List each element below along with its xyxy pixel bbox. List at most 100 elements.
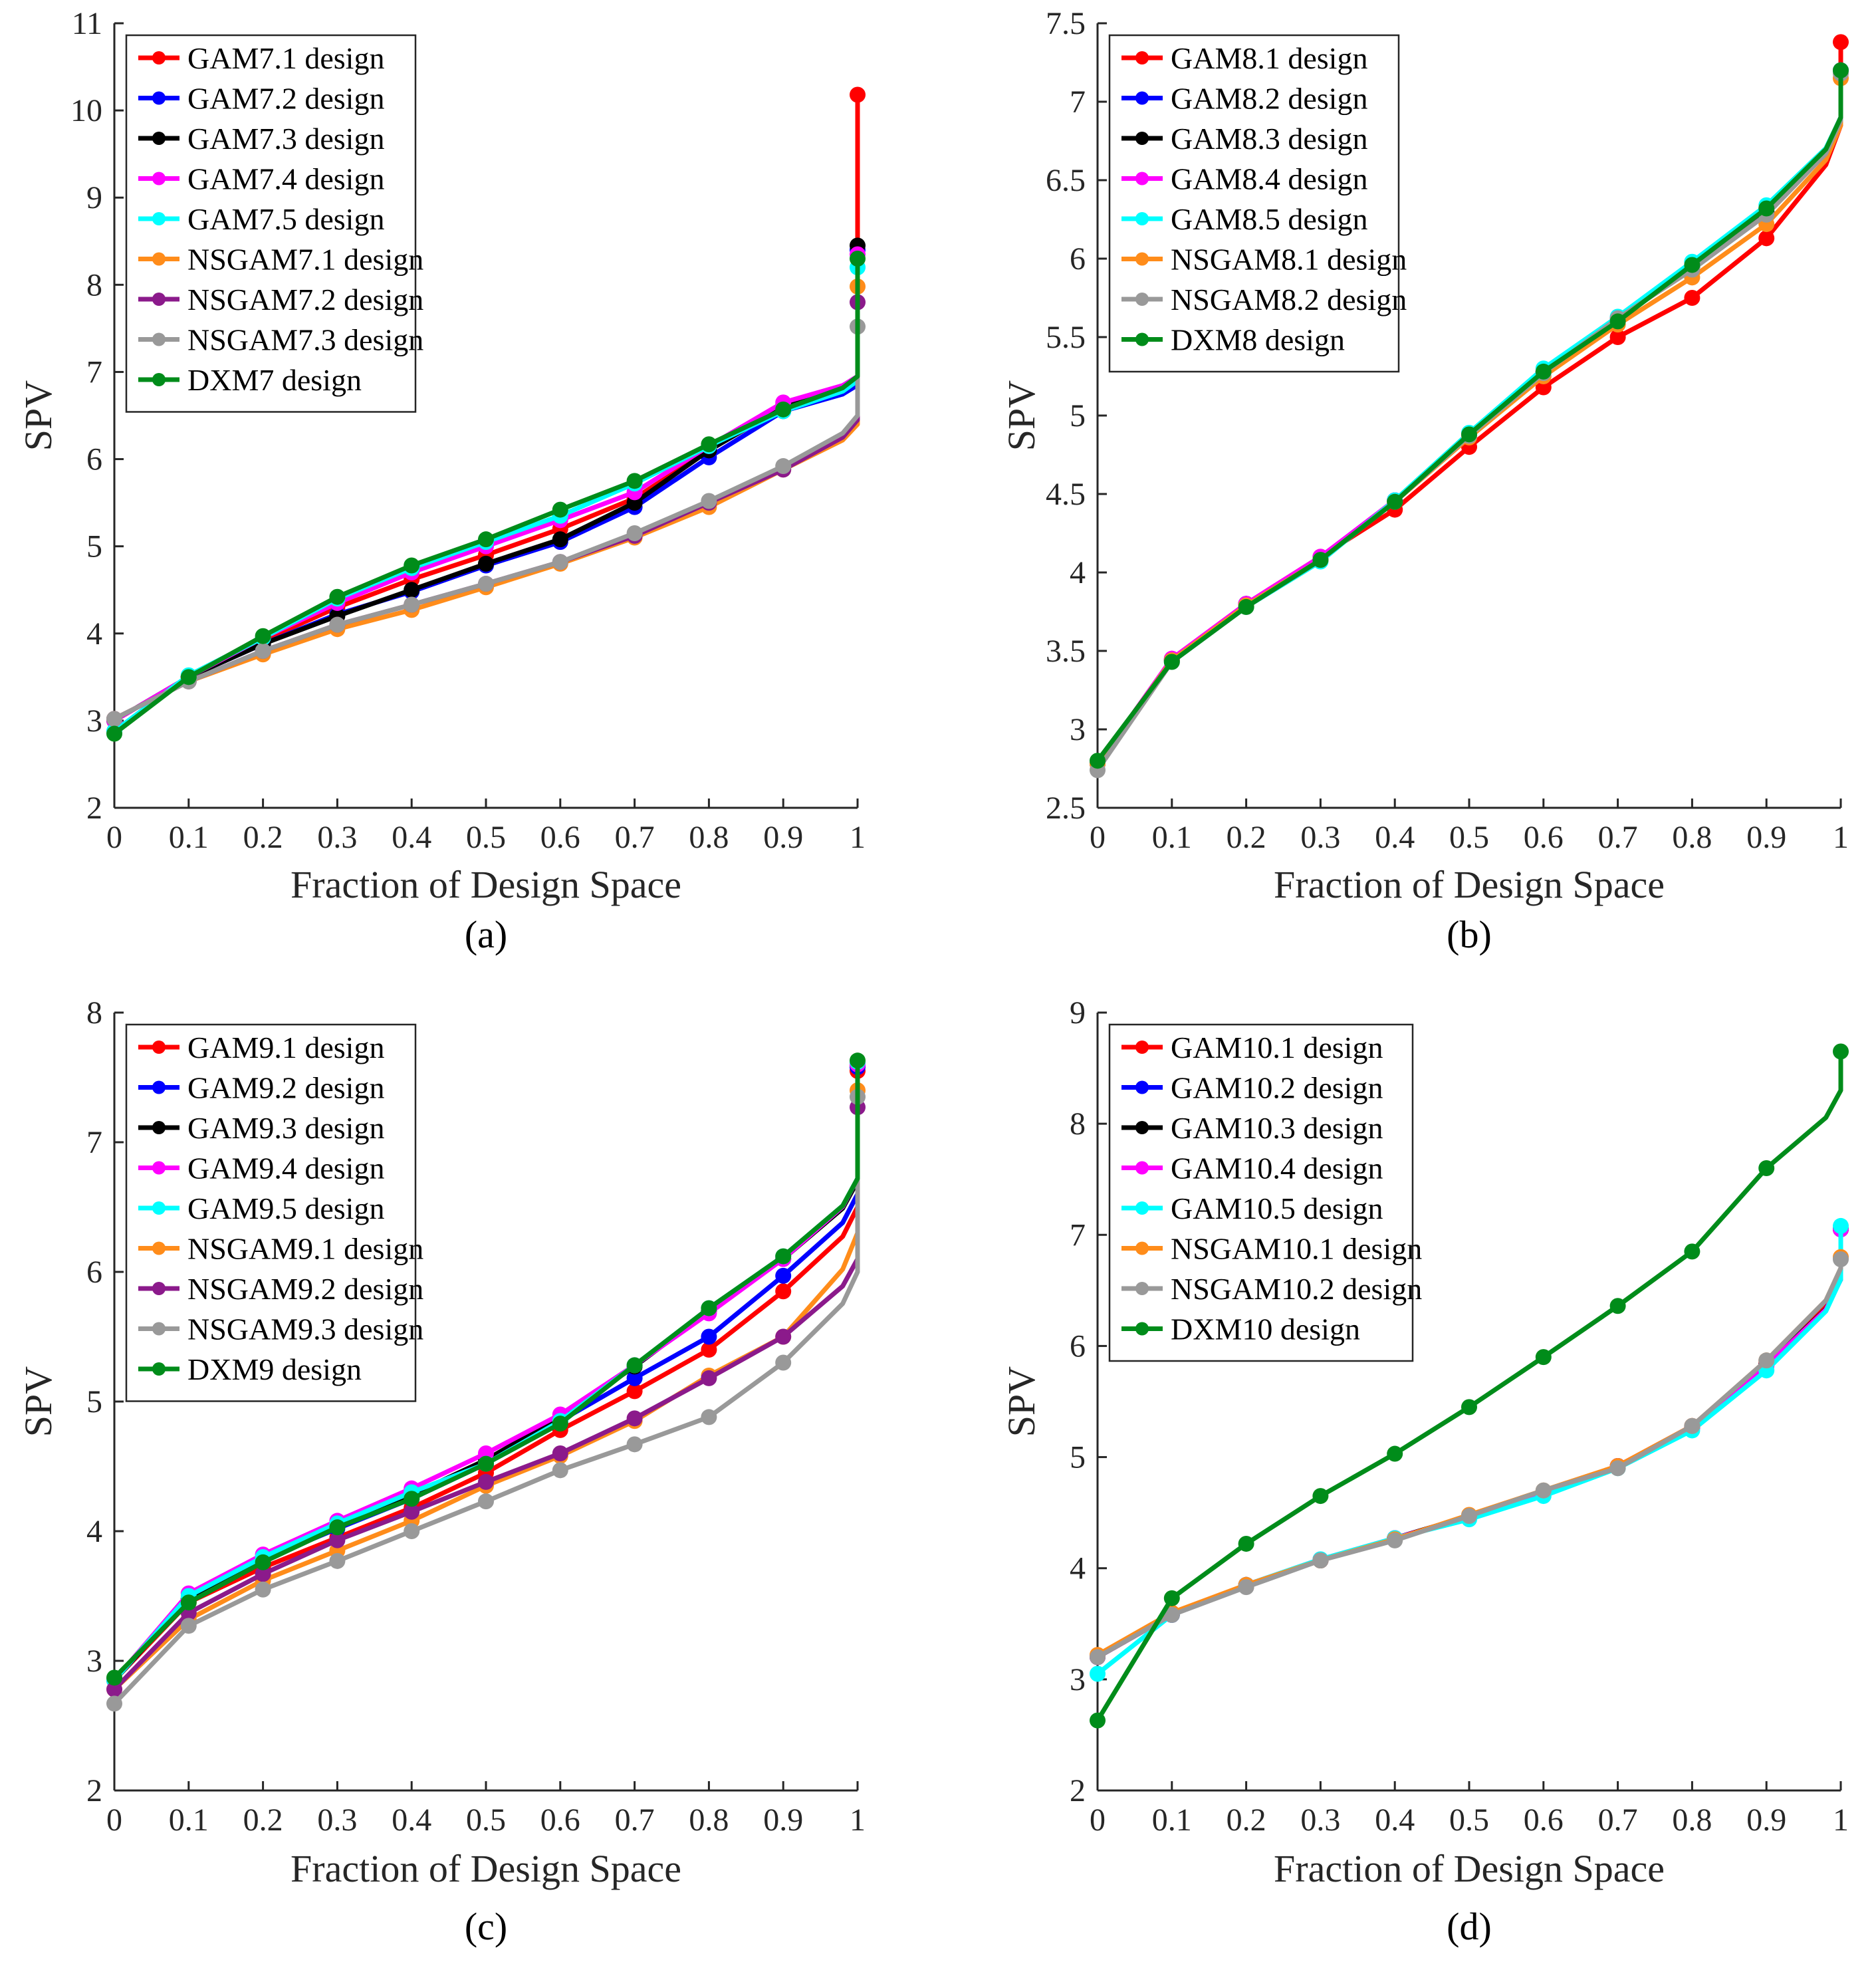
- legend-label: DXM10 design: [1171, 1312, 1360, 1346]
- legend-label: GAM8.4 design: [1171, 162, 1367, 196]
- x-tick-label: 1: [1833, 1802, 1849, 1838]
- legend-swatch-marker: [1135, 212, 1149, 225]
- legend-swatch-marker: [152, 1161, 166, 1175]
- legend-label: GAM7.5 design: [187, 202, 384, 236]
- data-point: [1238, 598, 1254, 615]
- data-point: [255, 1554, 271, 1570]
- data-point: [850, 1052, 866, 1069]
- data-point: [626, 1370, 643, 1386]
- y-tick-label: 3: [86, 1644, 102, 1679]
- y-tick-label: 3.5: [1046, 634, 1086, 669]
- data-point: [478, 1493, 494, 1510]
- panel-a: 0 0.1 0.2 0.3 0.4 0.5 0.6 0.7 0.8 0.9 1 2 3 4 5 6 7 8 9 10 1…: [0, 0, 938, 984]
- x-tick-label: 0: [106, 1802, 122, 1838]
- y-tick-label: 4: [86, 616, 102, 652]
- data-point: [1312, 552, 1329, 568]
- x-tick-label: 0.9: [763, 1802, 803, 1838]
- data-point: [329, 616, 346, 633]
- y-tick-label: 9: [1070, 995, 1086, 1031]
- data-point: [1758, 200, 1775, 217]
- data-point: [1387, 493, 1403, 510]
- legend-label: NSGAM9.1 design: [187, 1232, 423, 1266]
- legend-label: GAM7.3 design: [187, 122, 384, 156]
- y-tick-label: 6: [86, 1255, 102, 1290]
- data-point: [404, 1503, 420, 1520]
- y-tick-label: 3: [1070, 1662, 1086, 1697]
- data-point: [1609, 1460, 1626, 1477]
- y-tick-label: 5: [1070, 1440, 1086, 1475]
- x-tick-label: 0.3: [317, 820, 357, 855]
- legend-swatch-marker: [1135, 51, 1149, 64]
- data-point: [1684, 257, 1700, 273]
- x-tick-label: 0.6: [1524, 820, 1564, 855]
- data-point: [478, 1455, 494, 1472]
- y-tick-label: 7: [86, 1125, 102, 1160]
- chart-a: 0 0.1 0.2 0.3 0.4 0.5 0.6 0.7 0.8 0.9 1 2 3 4 5 6 7 8 9 10 1…: [17, 6, 866, 956]
- data-point: [106, 1695, 122, 1712]
- data-point: [404, 596, 420, 613]
- legend-label: GAM7.4 design: [187, 162, 384, 196]
- legend-label: DXM8 design: [1171, 323, 1345, 357]
- data-point: [1090, 1665, 1106, 1682]
- data-point: [329, 1552, 346, 1569]
- chart-b: 0 0.1 0.2 0.3 0.4 0.5 0.6 0.7 0.8 0.9 1 2.5 3 3.5 4 4.5…: [1000, 6, 1849, 956]
- data-point: [701, 436, 717, 453]
- x-tick-label: 0.4: [1375, 820, 1415, 855]
- x-tick-label: 0.1: [169, 820, 209, 855]
- legend-label: NSGAM8.1 design: [1171, 243, 1407, 277]
- y-tick-label: 4: [1070, 1551, 1086, 1586]
- data-point: [701, 1328, 717, 1345]
- x-tick-label: 0.9: [1746, 820, 1786, 855]
- x-tick-label: 0.6: [1524, 1802, 1564, 1838]
- chart-d: 0 0.1 0.2 0.3 0.4 0.5 0.6 0.7 0.8 0.9 1 2 3 4 5 6 7 8 9 Fra…: [1000, 995, 1849, 1948]
- legend-label: GAM10.4 design: [1171, 1152, 1383, 1185]
- data-point: [552, 554, 568, 570]
- legend-label: NSGAM10.1 design: [1171, 1232, 1422, 1266]
- data-point: [701, 1300, 717, 1316]
- y-tick-label: 3: [86, 703, 102, 739]
- x-tick-label: 0.7: [615, 820, 655, 855]
- legend-swatch-marker: [1135, 1121, 1149, 1134]
- x-tick-label: 0.9: [1746, 1802, 1786, 1838]
- data-point: [1833, 62, 1849, 78]
- data-point: [1609, 313, 1626, 330]
- y-axis-label: SPV: [1000, 1366, 1043, 1437]
- series-group: [1090, 34, 1849, 779]
- data-point: [1833, 1217, 1849, 1234]
- panel-d: 0 0.1 0.2 0.3 0.4 0.5 0.6 0.7 0.8 0.9 1 2 3 4 5 6 7 8 9 Fra…: [938, 984, 1876, 1966]
- data-point: [1090, 1712, 1106, 1729]
- legend-swatch-marker: [152, 332, 166, 346]
- legend-swatch-marker: [152, 293, 166, 306]
- data-point: [1461, 1399, 1477, 1415]
- y-axis-label: SPV: [17, 380, 60, 451]
- x-tick-label: 0.1: [1152, 1802, 1192, 1838]
- data-point: [1535, 1482, 1552, 1499]
- data-point: [478, 531, 494, 548]
- x-tick-label: 0.6: [540, 820, 580, 855]
- data-point: [701, 1342, 717, 1358]
- legend-label: GAM9.1 design: [187, 1031, 384, 1064]
- y-tick-label: 5: [1070, 398, 1086, 433]
- data-point: [1535, 1349, 1552, 1366]
- x-tick-label: 0.2: [243, 1802, 283, 1838]
- legend-swatch-marker: [152, 373, 166, 386]
- data-point: [255, 628, 271, 644]
- legend-label: GAM7.1 design: [187, 41, 384, 75]
- x-tick-label: 0.3: [317, 1802, 357, 1838]
- y-tick-label: 8: [86, 995, 102, 1031]
- legend-label: GAM10.1 design: [1171, 1031, 1383, 1064]
- y-tick-label: 4.5: [1046, 477, 1086, 512]
- data-point: [1684, 290, 1700, 306]
- y-tick-label: 2.5: [1046, 791, 1086, 826]
- y-axis-label: SPV: [17, 1366, 60, 1437]
- data-point: [106, 1681, 122, 1697]
- legend-swatch-marker: [1135, 293, 1149, 306]
- x-tick-label: 0.8: [1672, 820, 1712, 855]
- data-point: [626, 1436, 643, 1453]
- x-axis-label: Fraction of Design Space: [291, 863, 681, 906]
- legend-swatch-marker: [1135, 1080, 1149, 1094]
- y-tick-label: 8: [1070, 1106, 1086, 1142]
- legend-swatch-marker: [152, 132, 166, 145]
- legend-label: GAM10.3 design: [1171, 1111, 1383, 1145]
